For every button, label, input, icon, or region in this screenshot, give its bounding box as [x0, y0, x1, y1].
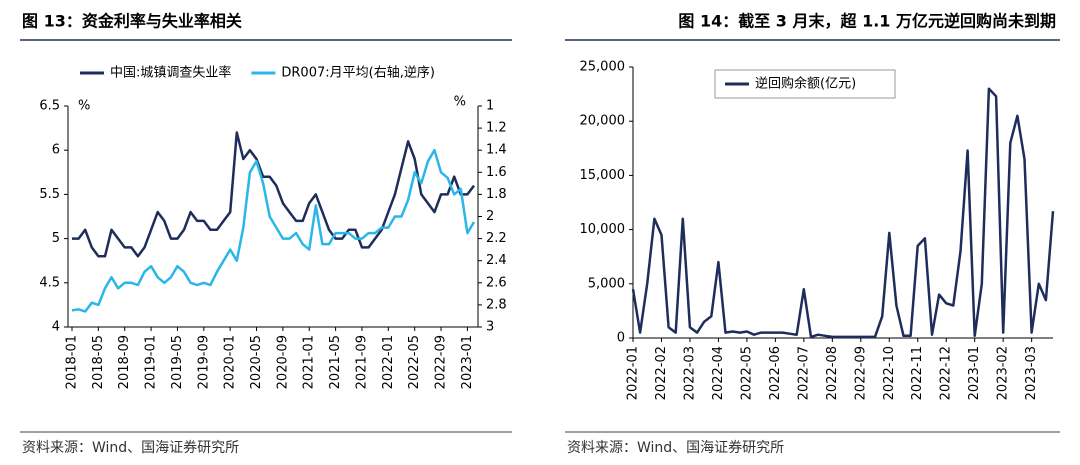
- y-tick-label: 5: [52, 231, 60, 246]
- y-tick-label: 5,000: [588, 276, 625, 291]
- x-tick-label: 2019-09: [196, 335, 211, 389]
- x-tick-label: 2022-05: [407, 335, 422, 389]
- x-tick-label: 2022-11: [910, 346, 925, 400]
- y2-tick-label: 3: [486, 320, 494, 335]
- series-line: [71, 148, 476, 313]
- x-tick-label: 2022-09: [853, 346, 868, 400]
- y-tick-label: 4.5: [39, 275, 60, 290]
- y-tick-label: 25,000: [580, 60, 626, 75]
- y2-tick-label: 2.8: [486, 297, 507, 312]
- y-tick-label: 20,000: [580, 114, 626, 129]
- x-tick-label: 2022-06: [768, 346, 783, 400]
- x-tick-label: 2022-02: [654, 346, 669, 400]
- x-tick-label: 2023-02: [996, 346, 1011, 400]
- x-tick-label: 2022-04: [711, 346, 726, 400]
- chart-title: 图 13：资金利率与失业率相关: [22, 12, 242, 31]
- y2-tick-label: 1.6: [486, 165, 507, 180]
- x-tick-label: 2018-05: [91, 335, 106, 389]
- y2-tick-label: 1.2: [486, 121, 507, 136]
- y2-tick-label: 2.2: [486, 231, 507, 246]
- x-tick-label: 2023-01: [460, 335, 475, 389]
- series-line: [631, 87, 1055, 339]
- x-tick-label: 2022-08: [825, 346, 840, 400]
- x-tick-label: 2022-12: [939, 346, 954, 400]
- y-tick-label: 4: [52, 320, 60, 335]
- x-tick-label: 2020-05: [249, 335, 264, 389]
- x-tick-label: 2021-09: [354, 335, 369, 389]
- y-tick-label: 15,000: [580, 168, 626, 183]
- legend-label: 中国:城镇调查失业率: [110, 65, 231, 81]
- x-tick-label: 2020-01: [223, 335, 238, 389]
- y-tick-label: 10,000: [580, 222, 626, 237]
- x-tick-label: 2023-03: [1024, 346, 1039, 400]
- x-tick-label: 2022-10: [882, 346, 897, 400]
- series-line: [72, 131, 475, 258]
- x-tick-label: 2020-09: [275, 335, 290, 389]
- y-unit: %: [78, 99, 90, 114]
- y2-tick-label: 2: [486, 209, 494, 224]
- x-tick-label: 2022-01: [626, 346, 641, 400]
- y2-tick-label: 2.4: [486, 253, 507, 268]
- y-tick-label: 6: [52, 143, 60, 158]
- y2-tick-label: 1: [486, 99, 494, 114]
- chart-title: 图 14：截至 3 月末，超 1.1 万亿元逆回购尚未到期: [678, 12, 1056, 31]
- x-tick-label: 2019-01: [144, 335, 159, 389]
- x-tick-label: 2023-01: [967, 346, 982, 400]
- y-tick-label: 0: [617, 331, 625, 346]
- x-tick-label: 2022-07: [796, 346, 811, 400]
- source-note: 资料来源：Wind、国海证券研究所: [22, 440, 239, 456]
- x-tick-label: 2022-03: [682, 346, 697, 400]
- x-tick-label: 2022-05: [739, 346, 754, 400]
- y2-tick-label: 1.4: [486, 143, 507, 158]
- x-tick-label: 2021-05: [328, 335, 343, 389]
- y-tick-label: 5.5: [39, 187, 60, 202]
- legend-label: DR007:月平均(右轴,逆序): [281, 65, 435, 81]
- source-note: 资料来源：Wind、国海证券研究所: [567, 440, 784, 456]
- x-tick-label: 2018-01: [65, 335, 80, 389]
- y2-tick-label: 2.6: [486, 275, 507, 290]
- x-tick-label: 2021-01: [302, 335, 317, 389]
- x-tick-label: 2019-05: [170, 335, 185, 389]
- y2-unit: %: [454, 95, 466, 110]
- x-tick-label: 2022-01: [381, 335, 396, 389]
- y-tick-label: 6.5: [39, 99, 60, 114]
- legend-label: 逆回购余额(亿元): [755, 76, 856, 92]
- x-tick-label: 2022-09: [434, 335, 449, 389]
- y2-tick-label: 1.8: [486, 187, 507, 202]
- x-tick-label: 2018-09: [117, 335, 132, 389]
